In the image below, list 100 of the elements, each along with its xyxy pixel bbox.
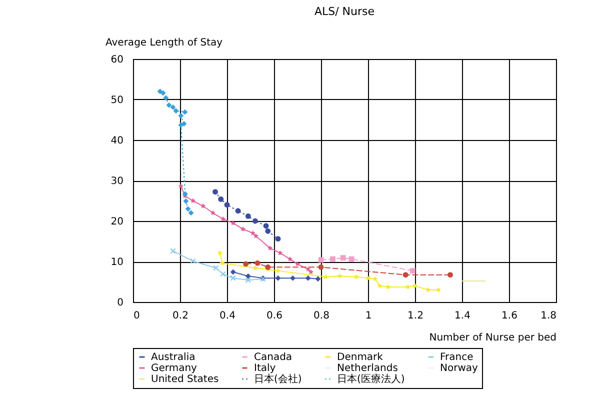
- point: [230, 269, 236, 275]
- point: [253, 233, 259, 238]
- point: [330, 256, 336, 262]
- y-tick-label: 0: [117, 298, 124, 308]
- point: [217, 250, 223, 256]
- point: [308, 269, 314, 274]
- point: [212, 189, 218, 195]
- legend-label: 日本(会社): [254, 373, 302, 385]
- y-axis-title: Average Length of Stay: [106, 38, 223, 48]
- point: [348, 256, 354, 262]
- legend-label: Italy: [254, 363, 276, 374]
- point: [305, 275, 311, 281]
- point: [188, 210, 194, 216]
- point: [235, 208, 241, 214]
- point: [220, 260, 225, 266]
- legend-label: Netherlands: [337, 363, 398, 374]
- point: [354, 274, 359, 280]
- y-tick-label: 50: [110, 95, 124, 106]
- point: [252, 265, 258, 270]
- point: [210, 210, 216, 216]
- point: [318, 257, 324, 263]
- legend-label: Denmark: [337, 352, 384, 363]
- point: [182, 109, 188, 115]
- point: [337, 273, 342, 278]
- point: [318, 264, 324, 270]
- point: [173, 108, 179, 114]
- point: [230, 220, 236, 226]
- point: [240, 226, 246, 232]
- x-tick-label: 1.6: [502, 310, 518, 322]
- point: [278, 250, 283, 256]
- point: [224, 202, 230, 208]
- point: [365, 275, 371, 280]
- point: [170, 104, 176, 110]
- point: [166, 102, 172, 108]
- point: [305, 266, 311, 272]
- point: [402, 272, 408, 278]
- point: [190, 258, 196, 264]
- point: [275, 268, 281, 274]
- point: [315, 276, 321, 282]
- point: [267, 245, 273, 250]
- point: [245, 273, 251, 279]
- point: [220, 271, 226, 277]
- x-tick-label: 1.8: [540, 310, 556, 322]
- point: [265, 228, 271, 234]
- point: [405, 284, 411, 290]
- legend-label: United States: [151, 374, 219, 385]
- point: [436, 287, 442, 292]
- legend-label: Canada: [254, 352, 292, 363]
- legend-label: France: [440, 352, 474, 363]
- point: [190, 198, 196, 203]
- point: [372, 276, 378, 282]
- x-axis-title: Number of Nurse per bed: [429, 332, 556, 344]
- point: [287, 256, 293, 262]
- point: [252, 218, 258, 224]
- point: [245, 213, 251, 219]
- point: [275, 236, 281, 242]
- legend-label: Germany: [151, 363, 198, 374]
- point: [448, 272, 453, 278]
- point: [290, 275, 296, 281]
- legend-label: Norway: [440, 363, 478, 374]
- legend-label: Australia: [151, 352, 196, 363]
- point: [425, 287, 431, 292]
- x-tick-label: 0.2: [172, 310, 188, 322]
- x-tick-label: 1.4: [454, 310, 470, 322]
- y-tick-label: 30: [110, 176, 124, 187]
- point: [385, 284, 391, 290]
- point: [218, 196, 224, 202]
- point: [178, 183, 184, 188]
- point: [213, 265, 219, 271]
- point: [230, 275, 236, 281]
- point: [160, 90, 166, 96]
- point: [243, 261, 249, 267]
- x-tick-label: 0.8: [314, 310, 330, 322]
- point: [377, 283, 382, 288]
- point: [323, 274, 328, 280]
- point: [254, 260, 260, 266]
- point: [250, 230, 256, 236]
- point: [183, 198, 189, 204]
- x-tick-label: 0: [134, 310, 140, 322]
- y-tick-label: 10: [110, 257, 124, 268]
- y-tick-label: 60: [110, 54, 124, 66]
- point: [163, 95, 169, 101]
- point: [412, 283, 418, 288]
- point: [275, 275, 281, 281]
- x-tick-label: 1.2: [408, 310, 424, 322]
- point: [185, 206, 191, 212]
- point: [263, 223, 269, 229]
- x-tick-label: 0.4: [220, 310, 236, 322]
- point: [200, 203, 206, 208]
- y-tick-label: 20: [110, 216, 124, 228]
- y-tick-label: 40: [110, 136, 124, 146]
- legend-label: 日本(医療法人): [337, 373, 405, 385]
- chart-title: ALS/ Nurse: [314, 5, 375, 18]
- x-tick-label: 0.6: [266, 310, 282, 322]
- point: [294, 261, 300, 266]
- x-tick-label: 1: [365, 310, 372, 322]
- point: [410, 268, 416, 274]
- point: [178, 122, 184, 128]
- point: [220, 216, 226, 222]
- point: [245, 277, 251, 283]
